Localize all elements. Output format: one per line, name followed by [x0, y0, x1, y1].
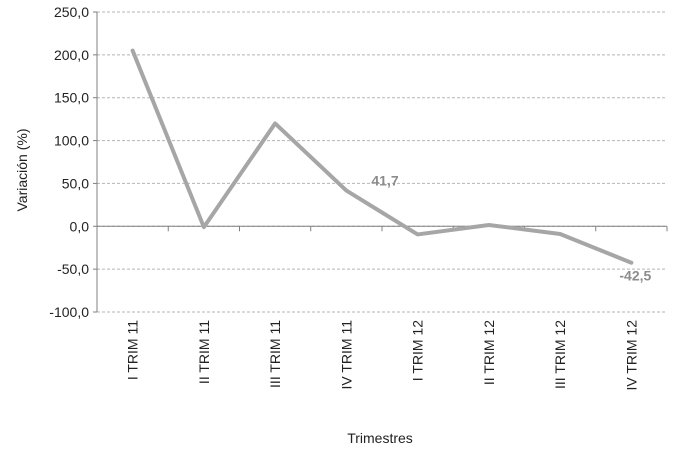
- y-tick-label: 200,0: [54, 47, 89, 63]
- y-tick-label: -50,0: [57, 261, 89, 277]
- data-point: [344, 189, 348, 193]
- x-tick-label: III TRIM 12: [552, 320, 568, 389]
- x-tick-label: II TRIM 11: [196, 320, 212, 384]
- x-tick-label: III TRIM 11: [267, 320, 283, 388]
- data-point: [416, 232, 420, 236]
- data-point: [202, 225, 206, 229]
- x-axis-label: Trimestres: [347, 430, 413, 446]
- x-tick-label: IV TRIM 12: [623, 320, 639, 391]
- data-labels: 41,7 -42,5: [371, 173, 651, 284]
- data-point: [629, 261, 633, 265]
- data-label: 41,7: [371, 173, 398, 189]
- y-tick-label: 50,0: [62, 175, 89, 191]
- y-axis-label: Variación (%): [14, 129, 30, 212]
- x-tick-label: II TRIM 12: [481, 320, 497, 385]
- data-label: -42,5: [619, 268, 651, 284]
- y-tick-label: 0,0: [70, 218, 90, 234]
- x-tick-label: I TRIM 12: [410, 320, 426, 381]
- x-tick-labels: I TRIM 11 II TRIM 11 III TRIM 11 IV TRIM 11…: [125, 320, 640, 391]
- y-tick-labels: 250,0 200,0 150,0 100,0 50,0 0,0 -50,0 -100,0: [49, 4, 89, 320]
- data-point: [131, 49, 135, 53]
- y-tick-label: 150,0: [54, 90, 89, 106]
- data-point: [558, 232, 562, 236]
- data-point: [273, 121, 277, 125]
- axes: [93, 11, 668, 313]
- series: [130, 48, 634, 265]
- x-tick-label: IV TRIM 11: [338, 320, 354, 390]
- y-tick-label: -100,0: [49, 304, 89, 320]
- y-tick-label: 100,0: [54, 133, 89, 149]
- y-tick-label: 250,0: [54, 4, 89, 20]
- x-tick-label: I TRIM 11: [125, 320, 141, 380]
- gridlines: [97, 11, 667, 313]
- series-line: [130, 48, 634, 265]
- data-point: [487, 223, 491, 227]
